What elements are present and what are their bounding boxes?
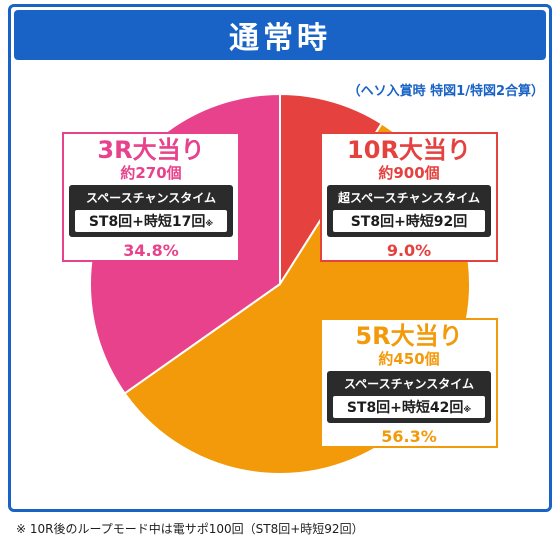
box-3r-detail: ST8回+時短17回※ xyxy=(75,210,227,232)
box-3r: 3R大当り 約270個 スペースチャンスタイム ST8回+時短17回※ 34.8… xyxy=(62,132,240,262)
footnote: ※ 10R後のループモード中は電サポ100回（ST8回+時短92回） xyxy=(16,522,364,536)
box-5r-name: 5R大当り xyxy=(355,322,463,350)
box-5r-detail: ST8回+時短42回※ xyxy=(333,396,485,418)
box-5r: 5R大当り 約450個 スペースチャンスタイム ST8回+時短42回※ 56.3… xyxy=(320,318,498,448)
box-5r-mode: スペースチャンスタイム ST8回+時短42回※ xyxy=(327,371,491,423)
box-5r-mark: ※ xyxy=(463,405,472,414)
title-bar: 通常時 xyxy=(14,10,546,60)
title: 通常時 xyxy=(229,21,331,56)
box-10r-mode-label: 超スペースチャンスタイム xyxy=(338,191,480,205)
box-10r-mode: 超スペースチャンスタイム ST8回+時短92回 xyxy=(327,185,491,237)
box-5r-mode-label: スペースチャンスタイム xyxy=(344,377,474,391)
box-10r-name: 10R大当り xyxy=(347,136,471,164)
box-10r-count: 約900個 xyxy=(378,164,440,182)
box-5r-count: 約450個 xyxy=(378,350,440,368)
box-3r-mark: ※ xyxy=(205,219,214,228)
note-top: （ヘソ入賞時 特図1/特図2合算） xyxy=(347,84,544,99)
box-3r-mode-label: スペースチャンスタイム xyxy=(86,191,216,205)
box-3r-mode: スペースチャンスタイム ST8回+時短17回※ xyxy=(69,185,233,237)
box-3r-pct: 34.8% xyxy=(123,241,179,260)
box-3r-count: 約270個 xyxy=(120,164,182,182)
box-10r: 10R大当り 約900個 超スペースチャンスタイム ST8回+時短92回 9.0… xyxy=(320,132,498,262)
box-10r-detail: ST8回+時短92回 xyxy=(333,210,485,232)
box-5r-pct: 56.3% xyxy=(381,427,437,446)
box-3r-detail-text: ST8回+時短17回 xyxy=(88,214,206,230)
box-10r-detail-text: ST8回+時短92回 xyxy=(350,214,468,230)
box-5r-detail-text: ST8回+時短42回 xyxy=(346,400,464,416)
box-10r-pct: 9.0% xyxy=(386,241,432,260)
box-3r-name: 3R大当り xyxy=(97,136,205,164)
